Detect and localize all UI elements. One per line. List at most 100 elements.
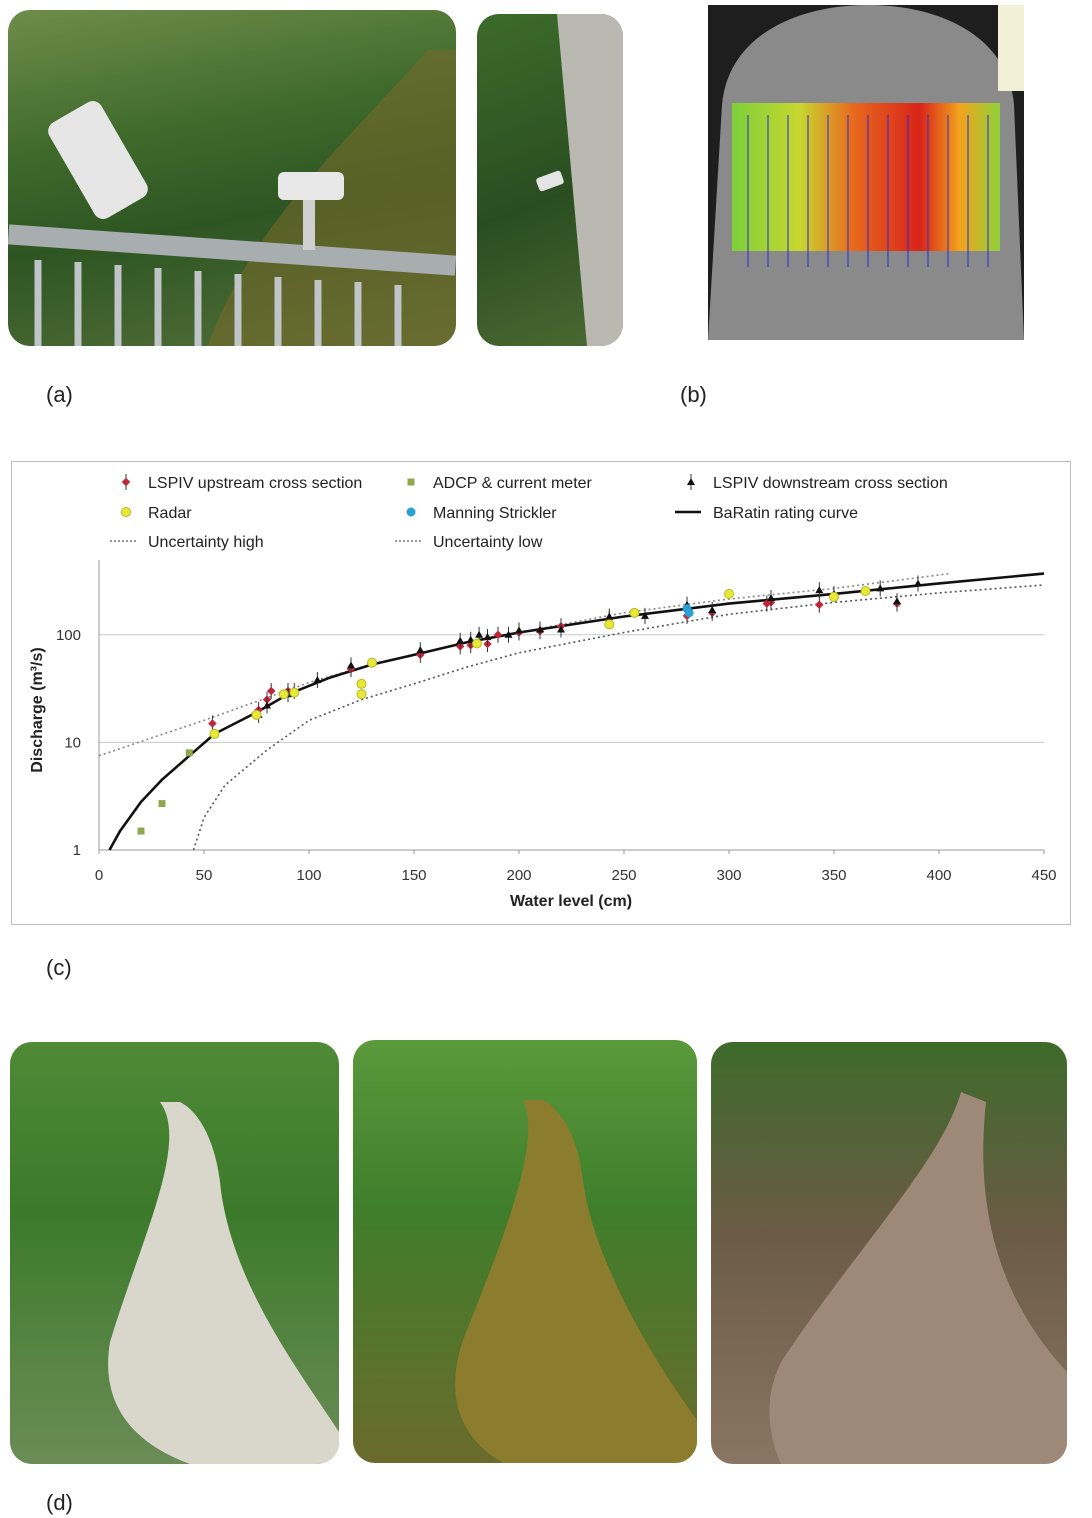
marker-shape: [266, 686, 276, 696]
medium-flow-illustration: [455, 1100, 697, 1463]
chart-canvas: LSPIV upstream cross section ADCP & curre…: [29, 474, 1057, 910]
x-tick-label: 100: [296, 867, 321, 884]
marker-shape: [557, 625, 565, 633]
panel-label-a: (a): [46, 382, 73, 407]
radar-point: [724, 588, 734, 599]
chart-legend: LSPIV upstream cross section ADCP & curre…: [110, 474, 948, 551]
legend-item: LSPIV upstream cross section: [121, 474, 362, 492]
marker-shape: [406, 507, 416, 517]
flood-flow-illustration: [769, 1092, 1067, 1464]
marker-shape: [407, 478, 415, 486]
radar-point: [356, 678, 367, 689]
marker-shape: [914, 579, 922, 587]
marker-shape: [504, 630, 513, 638]
marker-shape: [347, 661, 355, 669]
legend-item: ADCP & current meter: [407, 475, 593, 492]
marker-shape: [515, 626, 523, 634]
legend-item: Radar: [121, 505, 192, 522]
legend-swatch: [121, 474, 131, 490]
marker-shape: [767, 593, 775, 601]
lspiv-down-point: [504, 626, 513, 643]
lspiv-down-point: [515, 622, 523, 639]
marker-shape: [483, 633, 492, 641]
radar-point: [860, 586, 871, 597]
lspiv-up-point: [815, 596, 824, 613]
photo-bridge-side-camera: [477, 14, 623, 346]
lspiv-down-point: [641, 607, 649, 624]
lspiv-down-point: [815, 582, 824, 599]
marker-shape: [641, 611, 649, 619]
legend-swatch: [687, 474, 695, 490]
lspiv-down-point: [263, 697, 271, 714]
marker-shape: [893, 597, 901, 605]
chart-gridlines: [99, 634, 1044, 851]
marker-shape: [356, 678, 367, 689]
radar-point: [472, 638, 482, 649]
dry-riverbed-illustration: [108, 1102, 339, 1464]
x-axis-label: Water level (cm): [510, 893, 632, 910]
chart-axes: 1 10 100 0 50 100 150 200 250 300 350 400 450: [56, 560, 1057, 884]
marker-shape: [604, 619, 615, 630]
chart-points: [137, 575, 922, 835]
marker-shape: [251, 709, 262, 720]
legend-label: ADCP & current meter: [433, 475, 593, 492]
panel-label-b: (b): [680, 382, 707, 407]
uncertainty-low-curve: [192, 584, 1045, 851]
legend-swatch: [406, 507, 416, 517]
manning-point: [684, 608, 694, 618]
marker-shape: [536, 625, 544, 633]
x-tick-label: 150: [401, 867, 426, 884]
photo-river-low-flow: [10, 1042, 339, 1464]
chart-curves: [98, 572, 1045, 851]
lspiv-down-point: [876, 580, 885, 597]
rating-curve-chart: LSPIV upstream cross section ADCP & curre…: [11, 461, 1071, 925]
marker-shape: [708, 605, 717, 613]
x-tick-label: 200: [506, 867, 531, 884]
x-tick-label: 250: [611, 867, 636, 884]
lspiv-down-point: [456, 632, 465, 649]
lspiv-down-point: [536, 621, 544, 638]
marker-shape: [815, 600, 824, 610]
y-axis-label: Discharge (m³/s): [29, 647, 46, 772]
photo-bridge-sensors: [8, 10, 456, 346]
legend-label: BaRatin rating curve: [713, 505, 858, 522]
legend-label: LSPIV downstream cross section: [713, 475, 948, 492]
x-tick-label: 300: [716, 867, 741, 884]
marker-shape: [137, 827, 145, 835]
marker-shape: [121, 477, 131, 487]
legend-swatch: [407, 478, 415, 486]
legend-item: BaRatin rating curve: [675, 505, 858, 522]
legend-label: Uncertainty high: [148, 534, 264, 551]
marker-shape: [456, 636, 465, 644]
marker-shape: [876, 584, 885, 592]
lspiv-down-point: [914, 575, 922, 592]
radar-point: [629, 607, 640, 618]
x-tick-label: 350: [821, 867, 846, 884]
legend-item: Manning Strickler: [406, 505, 557, 522]
marker-shape: [629, 607, 640, 618]
marker-shape: [416, 646, 425, 654]
marker-shape: [289, 687, 300, 698]
marker-shape: [472, 638, 482, 649]
y-tick-label: 10: [64, 734, 81, 751]
x-tick-label: 400: [926, 867, 951, 884]
marker-shape: [829, 591, 839, 602]
x-tick-label: 0: [95, 867, 103, 884]
y-tick-label: 1: [73, 842, 81, 859]
lspiv-velocity-field-image: [708, 5, 1024, 340]
bridge-sensors-illustration: [8, 50, 456, 346]
marker-shape: [475, 630, 484, 638]
radar-point: [251, 709, 262, 720]
x-tick-label: 50: [196, 867, 213, 884]
lspiv-down-point: [767, 589, 775, 606]
marker-shape: [367, 657, 377, 668]
marker-shape: [356, 689, 367, 700]
bridge-side-illustration: [536, 14, 623, 346]
panel-label-d: (d): [46, 1490, 73, 1515]
marker-shape: [278, 689, 289, 700]
lspiv-down-point: [893, 593, 901, 610]
radar-point: [604, 619, 615, 630]
velocity-field-illustration: [708, 5, 1024, 340]
radar-point: [829, 591, 839, 602]
lspiv-up-point: [493, 626, 503, 643]
